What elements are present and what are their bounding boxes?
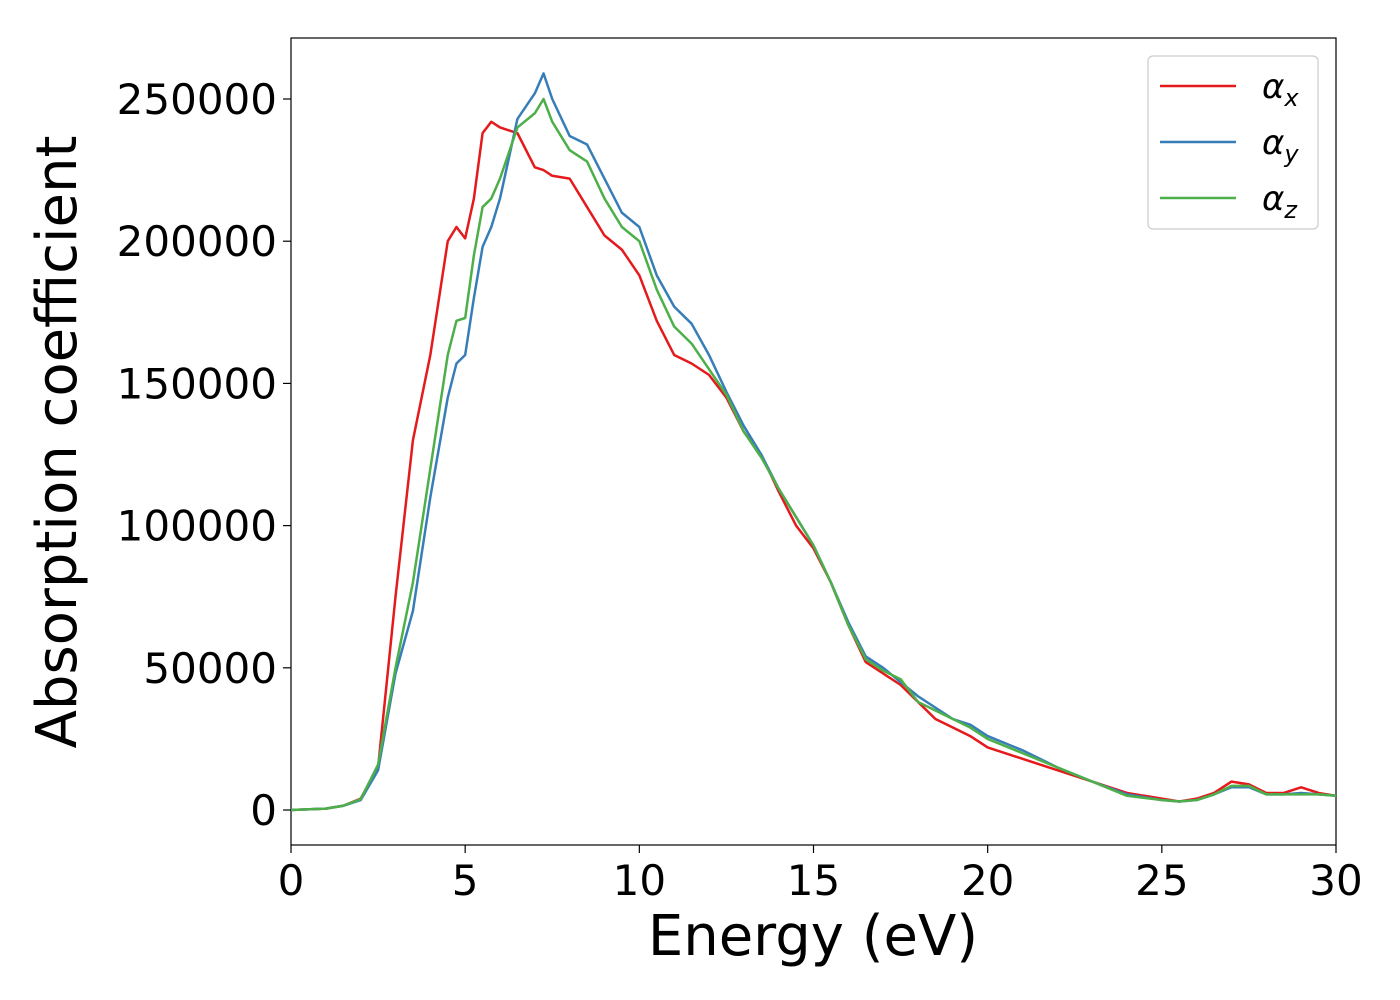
series-line xyxy=(290,97,1337,812)
legend-label: αz xyxy=(1262,179,1298,224)
y-tick-label: 100000 xyxy=(117,502,277,551)
y-tick-label: 150000 xyxy=(117,359,277,408)
y-axis-label: Absorption coefficient xyxy=(25,136,90,749)
x-tick-label: 25 xyxy=(1135,856,1188,905)
x-axis-label: Energy (eV) xyxy=(648,904,978,969)
legend-label: αx xyxy=(1262,67,1299,112)
y-tick-label: 200000 xyxy=(117,217,277,266)
x-tick-label: 20 xyxy=(961,856,1014,905)
x-tick-label: 0 xyxy=(278,856,305,905)
x-tick-label: 15 xyxy=(787,856,840,905)
x-tick-label: 10 xyxy=(613,856,666,905)
y-tick-label: 50000 xyxy=(143,644,277,693)
y-tick-label: 0 xyxy=(250,786,277,835)
y-tick-label: 250000 xyxy=(117,75,277,124)
legend-label: αy xyxy=(1262,123,1299,168)
x-tick-label: 5 xyxy=(452,856,479,905)
x-tick-label: 30 xyxy=(1309,856,1362,905)
